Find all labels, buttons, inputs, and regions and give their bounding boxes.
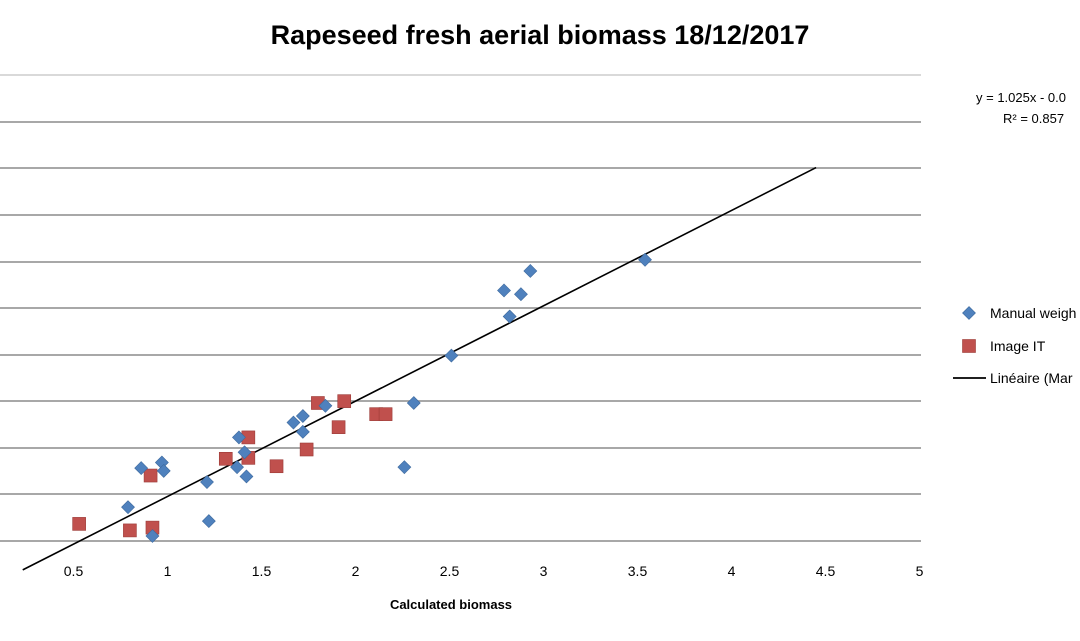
image-it-point — [123, 523, 137, 538]
manual-weigh-point — [444, 348, 459, 363]
image-it-point — [299, 442, 314, 457]
manual-weigh-point — [200, 475, 214, 489]
manual-weigh-point — [156, 463, 171, 478]
image-it-point — [143, 468, 158, 483]
image-it-point — [72, 517, 86, 531]
x-tick-label: 2 — [352, 563, 360, 579]
manual-weigh-point — [134, 461, 149, 476]
manual-weigh-point — [318, 398, 333, 413]
legend-label: Linéaire (Mar — [990, 370, 1073, 386]
manual-weigh-point — [497, 283, 511, 298]
image-it-point — [337, 394, 352, 408]
manual-weigh-point — [232, 430, 246, 445]
image-it-point — [218, 451, 233, 466]
x-tick-label: 3.5 — [628, 563, 648, 579]
manual-weigh-point — [295, 409, 310, 423]
trendline-group — [22, 166, 817, 571]
manual-weigh-point — [514, 287, 528, 302]
x-axis-label: Calculated biomass — [390, 597, 512, 612]
manual-weigh-point — [286, 415, 301, 430]
manual-weigh-point — [239, 469, 254, 484]
trendline-r2: R² = 0.857 — [1003, 111, 1064, 126]
manual-weigh-point — [397, 460, 412, 475]
legend-label: Image IT — [990, 338, 1046, 354]
legend: Manual weigh Image IT Linéaire (Mar — [953, 305, 1076, 386]
x-tick-label: 4 — [728, 563, 736, 579]
legend-label: Manual weigh — [990, 305, 1076, 321]
manual-weigh-point — [230, 460, 244, 475]
manual-weigh-point — [406, 396, 421, 410]
x-tick-label: 2.5 — [440, 563, 460, 579]
x-tick-label: 0.5 — [64, 563, 84, 579]
image-it-point — [269, 459, 284, 474]
manual-weigh-point — [121, 500, 135, 515]
manual-weigh-point — [523, 264, 538, 278]
x-tick-label: 1.5 — [252, 563, 272, 579]
data-points — [72, 252, 652, 543]
legend-key-square — [962, 339, 976, 353]
manual-weigh-point — [502, 309, 517, 324]
x-tick-label: 3 — [540, 563, 548, 579]
chart-title: Rapeseed fresh aerial biomass 18/12/2017 — [271, 20, 810, 50]
x-tick-label: 1 — [164, 563, 172, 579]
legend-key-diamond — [962, 306, 976, 320]
trendline — [22, 166, 817, 571]
x-axis-ticks: 0.5 1 1.5 2 2.5 3 3.5 4 4.5 5 — [64, 563, 924, 579]
manual-weigh-point — [638, 252, 652, 267]
trendline-equation: y = 1.025x - 0.0 — [976, 90, 1066, 105]
manual-weigh-point — [237, 445, 252, 460]
x-tick-label: 4.5 — [816, 563, 836, 579]
manual-weigh-point — [201, 514, 216, 529]
manual-weigh-point — [295, 424, 310, 439]
manual-weigh-point — [145, 529, 160, 543]
image-it-point — [331, 420, 346, 434]
image-it-point — [378, 407, 393, 421]
x-tick-label: 5 — [916, 563, 924, 579]
